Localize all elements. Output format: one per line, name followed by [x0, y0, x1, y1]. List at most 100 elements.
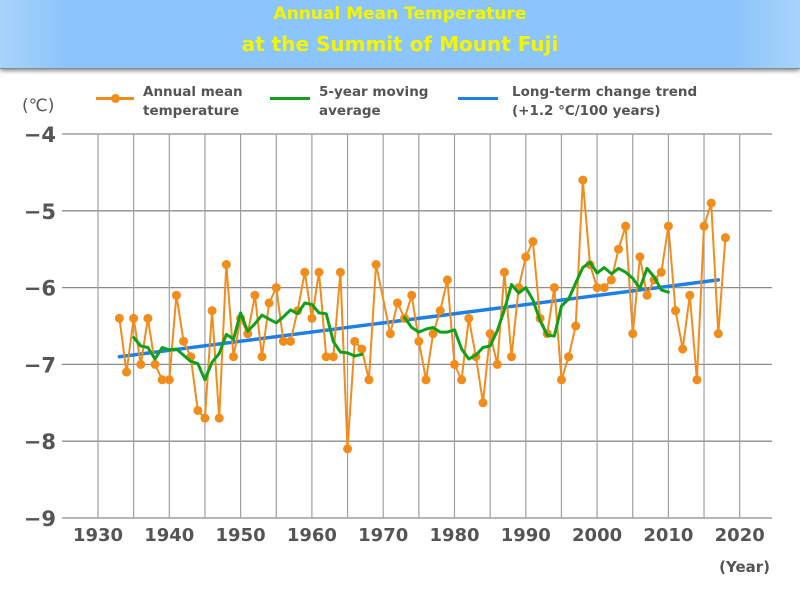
- annual-point: [663, 221, 673, 231]
- annual-point: [243, 329, 253, 339]
- annual-point: [671, 306, 681, 316]
- annual-point: [143, 313, 153, 323]
- y-tick-label: −5: [24, 200, 56, 224]
- annual-point: [621, 221, 631, 231]
- x-tick-label: 1970: [358, 525, 408, 546]
- moving-average-line: [132, 301, 364, 382]
- annual-point: [685, 290, 695, 300]
- annual-point: [357, 344, 367, 354]
- legend-item-trend: Long-term change trend (+1.2 °C/100 year…: [512, 83, 697, 121]
- annual-point: [642, 290, 652, 300]
- annual-point: [364, 375, 374, 385]
- annual-point: [464, 313, 474, 323]
- annual-point: [720, 233, 730, 243]
- annual-point: [521, 252, 531, 262]
- legend-swatch-moving-average: [270, 97, 310, 100]
- annual-point: [286, 336, 296, 346]
- annual-point: [571, 321, 581, 331]
- x-tick-label: 1990: [501, 525, 551, 546]
- legend-label-trend-1: Long-term change trend: [512, 84, 698, 100]
- annual-point: [428, 329, 438, 339]
- annual-point: [250, 290, 260, 300]
- annual-point: [528, 237, 538, 247]
- y-tick-label: −4: [24, 123, 56, 147]
- annual-point: [678, 344, 688, 354]
- annual-point: [549, 283, 559, 293]
- annual-point: [507, 352, 517, 362]
- annual-point: [407, 290, 417, 300]
- annual-point: [136, 359, 146, 369]
- annual-point: [278, 336, 288, 346]
- x-axis-label: (Year): [719, 558, 770, 576]
- annual-point: [442, 275, 452, 285]
- annual-point: [713, 329, 723, 339]
- moving-average-series: [132, 260, 670, 382]
- annual-point: [656, 267, 666, 277]
- chart-title-line-2: at the Summit of Mount Fuji: [241, 32, 559, 56]
- legend-item-moving-average: 5-year moving average: [319, 83, 428, 121]
- annual-point: [228, 352, 238, 362]
- annual-point: [578, 175, 588, 185]
- x-tick-label: 2010: [643, 525, 693, 546]
- annual-point: [264, 298, 274, 308]
- annual-point: [193, 405, 203, 415]
- annual-point: [114, 313, 124, 323]
- x-tick-label: 1940: [144, 525, 194, 546]
- annual-point: [492, 359, 502, 369]
- y-tick-label: −6: [24, 277, 56, 301]
- y-axis-ticks: −4 −5 −6 −7 −8 −9: [24, 123, 56, 531]
- annual-point: [421, 375, 431, 385]
- x-tick-label: 1960: [287, 525, 337, 546]
- annual-point: [706, 198, 716, 208]
- annual-point: [485, 329, 495, 339]
- annual-point: [450, 359, 459, 369]
- title-banner: [0, 0, 800, 69]
- annual-point: [171, 290, 181, 300]
- annual-point: [435, 306, 445, 316]
- legend-label-annual-2: temperature: [143, 103, 240, 119]
- annual-point: [371, 260, 381, 270]
- legend-label-moving-average-2: average: [319, 103, 381, 119]
- annual-point: [592, 283, 602, 293]
- annual-point: [692, 375, 702, 385]
- annual-point: [207, 306, 217, 316]
- annual-point: [606, 275, 616, 285]
- annual-point: [328, 352, 338, 362]
- annual-point: [635, 252, 645, 262]
- annual-point: [564, 352, 574, 362]
- annual-point: [414, 336, 424, 346]
- annual-series: [114, 175, 730, 454]
- x-tick-label: 1950: [216, 525, 266, 546]
- annual-point: [122, 367, 132, 377]
- legend-marker-annual: [111, 94, 120, 103]
- trend-series: [117, 278, 721, 359]
- annual-point: [499, 267, 509, 277]
- annual-point: [599, 283, 609, 293]
- annual-point: [150, 359, 160, 369]
- legend-item-annual: Annual mean temperature: [143, 83, 243, 121]
- annual-point: [699, 221, 709, 231]
- legend-label-annual-1: Annual mean: [143, 84, 243, 100]
- annual-point: [179, 336, 189, 346]
- annual-point: [271, 283, 281, 293]
- y-tick-label: −9: [24, 507, 56, 531]
- annual-point: [457, 375, 467, 385]
- annual-point: [343, 444, 353, 454]
- annual-point: [307, 313, 317, 323]
- annual-point: [628, 329, 638, 339]
- annual-point: [129, 313, 139, 323]
- x-tick-label: 1980: [429, 525, 479, 546]
- annual-point: [392, 298, 402, 308]
- annual-point: [321, 352, 331, 362]
- annual-point: [385, 329, 395, 339]
- y-axis-unit-label: (℃): [22, 96, 55, 116]
- annual-point: [350, 336, 360, 346]
- legend-label-trend-2: (+1.2 °C/100 years): [512, 103, 661, 119]
- y-tick-label: −8: [24, 430, 56, 454]
- annual-point: [221, 260, 231, 270]
- moving-average-line: [403, 260, 670, 361]
- trend-line: [117, 278, 721, 359]
- annual-point: [556, 375, 566, 385]
- x-tick-label: 2020: [715, 525, 765, 546]
